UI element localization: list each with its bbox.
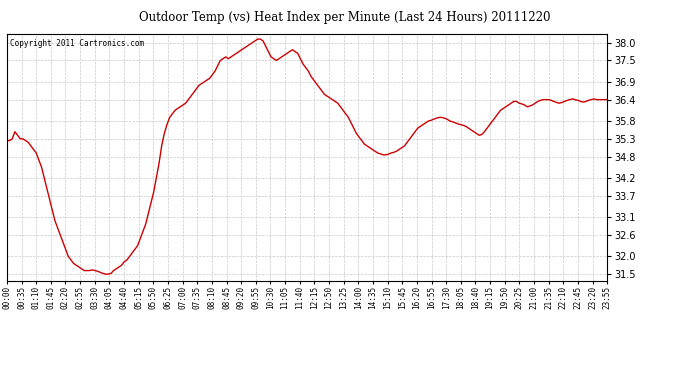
Text: Outdoor Temp (vs) Heat Index per Minute (Last 24 Hours) 20111220: Outdoor Temp (vs) Heat Index per Minute …	[139, 11, 551, 24]
Text: Copyright 2011 Cartronics.com: Copyright 2011 Cartronics.com	[10, 39, 144, 48]
